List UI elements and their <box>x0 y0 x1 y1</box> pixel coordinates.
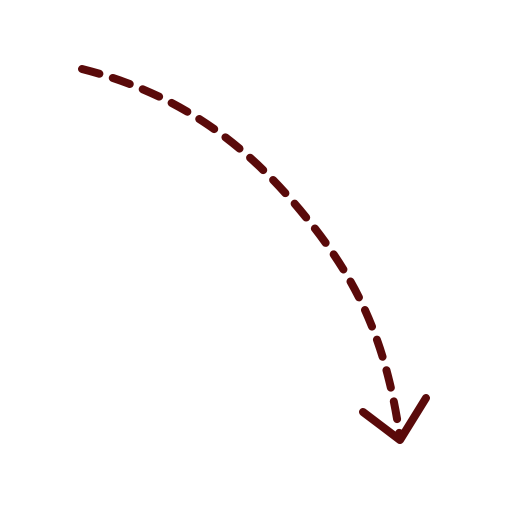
arrow-head <box>359 394 430 444</box>
arrow-dashed-curve <box>78 65 404 442</box>
